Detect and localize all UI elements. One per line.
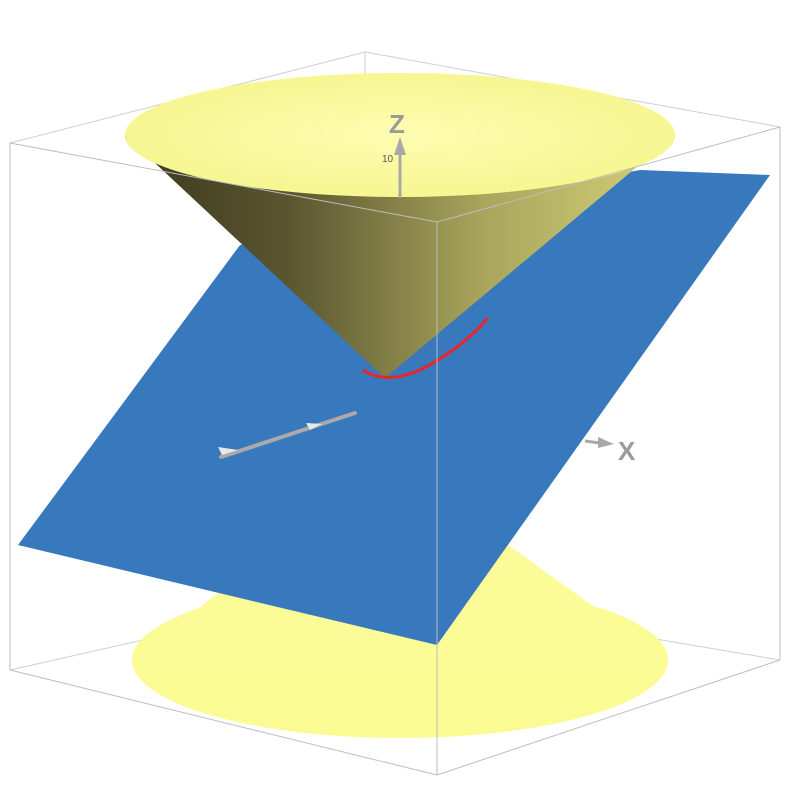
z-tick-label: 10	[382, 154, 394, 165]
upper-cone-opening	[125, 73, 675, 197]
z-axis-label: Z	[389, 109, 405, 139]
bounding-box-front	[9, 126, 781, 776]
x-arrow-icon	[598, 437, 614, 448]
upper-cone-surface	[125, 135, 675, 378]
z-axis: 10 Z	[382, 109, 406, 198]
z-arrow-icon	[394, 137, 406, 155]
x-axis: X	[584, 436, 636, 466]
intersection-curve	[362, 317, 490, 379]
plane-surface	[18, 170, 770, 645]
y-arrow-icon	[306, 423, 322, 430]
y-axis	[218, 411, 357, 459]
x-axis-label: X	[618, 436, 636, 466]
y-arrow-icon	[218, 447, 238, 455]
